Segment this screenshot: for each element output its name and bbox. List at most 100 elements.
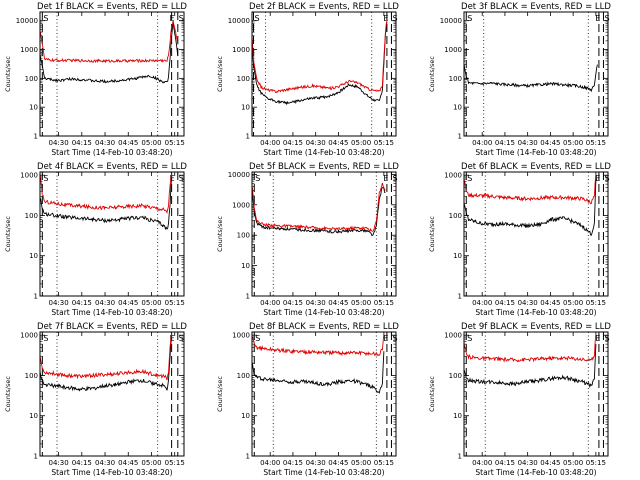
x-tick-label: 04:45 xyxy=(328,459,348,467)
series-lld-line xyxy=(39,173,173,215)
x-tick-label: 04:15 xyxy=(283,139,303,147)
x-tick-label: 04:00 xyxy=(260,139,280,147)
x-axis-label: Start Time (14-Feb-10 03:48:20) xyxy=(51,308,172,317)
series-events-line xyxy=(39,176,173,231)
x-tick-label: 04:30 xyxy=(95,459,115,467)
x-tick-label: 05:00 xyxy=(351,139,371,147)
x-tick-label: 04:45 xyxy=(328,139,348,147)
series-events-line xyxy=(39,21,179,84)
y-tick-label: 1 xyxy=(34,453,38,461)
panel-title: Det 7f BLACK = Events, RED = LLD xyxy=(37,322,187,332)
x-tick-label: 05:00 xyxy=(351,459,371,467)
x-tick-label: 05:15 xyxy=(165,299,185,307)
marker-label: S xyxy=(467,334,472,343)
series-lld-line xyxy=(39,333,173,381)
panel-title: Det 6f BLACK = Events, RED = LLD xyxy=(461,162,611,172)
x-tick-label: 05:00 xyxy=(563,299,583,307)
x-tick-label: 05:15 xyxy=(586,459,606,467)
plot-frame xyxy=(463,331,609,457)
y-tick-label: 10 xyxy=(453,104,462,112)
x-tick-label: 05:15 xyxy=(374,139,394,147)
y-axis-label: Counts/sec xyxy=(4,56,12,92)
y-tick-label: 100 xyxy=(449,75,462,83)
marker-label: S xyxy=(43,174,48,183)
x-tick-label: 04:15 xyxy=(495,459,515,467)
x-tick-label: 04:45 xyxy=(540,139,560,147)
marker-label: E xyxy=(595,174,600,183)
plot-frame xyxy=(251,11,397,137)
panel-2: Det 2f BLACK = Events, RED = LLD Counts/s… xyxy=(216,2,399,157)
y-axis-label: Counts/sec xyxy=(216,56,224,92)
panel-title: Det 3f BLACK = Events, RED = LLD xyxy=(461,2,611,12)
panel-title: Det 9f BLACK = Events, RED = LLD xyxy=(461,322,611,332)
plot-frame xyxy=(463,171,609,297)
x-tick-label: 05:00 xyxy=(563,139,583,147)
panel-title: Det 4f BLACK = Events, RED = LLD xyxy=(37,162,187,172)
y-tick-label: 10 xyxy=(29,412,38,420)
series-events-line xyxy=(463,344,597,389)
marker-label: E xyxy=(595,14,600,23)
y-tick-label: 10 xyxy=(241,412,250,420)
panel-4: Det 4f BLACK = Events, RED = LLD Counts/s… xyxy=(4,162,187,317)
x-tick-label: 05:15 xyxy=(374,299,394,307)
x-tick-label: 05:15 xyxy=(374,459,394,467)
x-tick-label: 05:00 xyxy=(141,459,161,467)
x-tick-label: 04:30 xyxy=(306,299,326,307)
y-tick-label: 100 xyxy=(449,372,462,380)
y-tick-label: 10 xyxy=(241,262,250,270)
x-tick-label: 04:45 xyxy=(118,459,138,467)
y-tick-label: 100 xyxy=(25,372,38,380)
y-tick-label: 10 xyxy=(241,104,250,112)
y-tick-label: 1000 xyxy=(232,332,250,340)
y-tick-label: 10000 xyxy=(228,17,250,25)
x-tick-label: 04:30 xyxy=(95,299,115,307)
marker-label: S xyxy=(392,174,397,183)
y-tick-label: 1000 xyxy=(20,332,38,340)
marker-label: S xyxy=(604,14,609,23)
y-tick-label: 10000 xyxy=(16,17,38,25)
marker-label: E xyxy=(383,14,388,23)
series-lld-line xyxy=(463,173,597,205)
x-tick-label: 04:30 xyxy=(518,299,538,307)
y-tick-label: 1000 xyxy=(232,201,250,209)
plot-frame xyxy=(39,331,185,457)
marker-label: S xyxy=(392,14,397,23)
marker-label: E xyxy=(170,334,175,343)
x-tick-label: 05:15 xyxy=(586,299,606,307)
marker-label: S xyxy=(604,334,609,343)
marker-label: S xyxy=(255,14,260,23)
x-tick-label: 04:30 xyxy=(48,459,68,467)
series-lld-line xyxy=(251,182,386,232)
y-tick-label: 100 xyxy=(237,232,250,240)
x-tick-label: 05:00 xyxy=(351,299,371,307)
y-axis-label: Counts/sec xyxy=(4,376,12,412)
panel-7: Det 7f BLACK = Events, RED = LLD Counts/s… xyxy=(4,322,187,477)
y-tick-label: 1000 xyxy=(20,172,38,180)
x-tick-label: 04:00 xyxy=(472,459,492,467)
plot-frame xyxy=(251,171,397,297)
y-tick-label: 10 xyxy=(453,412,462,420)
x-tick-label: 04:00 xyxy=(260,459,280,467)
panel-8: Det 8f BLACK = Events, RED = LLD Counts/s… xyxy=(216,322,399,477)
x-tick-label: 05:00 xyxy=(141,299,161,307)
series-lld-line xyxy=(251,20,388,93)
y-tick-label: 100 xyxy=(237,372,250,380)
x-tick-label: 05:00 xyxy=(141,139,161,147)
y-axis-label: Counts/sec xyxy=(428,56,436,92)
marker-label: E xyxy=(383,174,388,183)
x-tick-label: 04:45 xyxy=(118,139,138,147)
series-lld-line xyxy=(463,333,597,363)
marker-label: S xyxy=(43,14,48,23)
x-tick-label: 04:30 xyxy=(48,139,68,147)
marker-label: S xyxy=(179,174,184,183)
y-tick-label: 10 xyxy=(29,252,38,260)
series-lld-line xyxy=(39,20,179,64)
panel-5: Det 5f BLACK = Events, RED = LLD Counts/s… xyxy=(216,162,399,317)
y-tick-label: 1 xyxy=(34,133,38,141)
panel-title: Det 8f BLACK = Events, RED = LLD xyxy=(249,322,399,332)
panel-title: Det 2f BLACK = Events, RED = LLD xyxy=(249,2,399,12)
y-tick-label: 1 xyxy=(246,453,250,461)
series-events-line xyxy=(251,186,386,237)
series-events-line xyxy=(251,351,385,394)
y-tick-label: 1000 xyxy=(20,46,38,54)
